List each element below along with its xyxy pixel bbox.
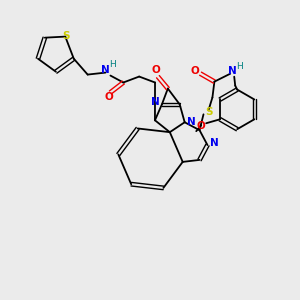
Text: N: N (187, 117, 196, 127)
Text: H: H (109, 60, 116, 69)
Text: N: N (210, 138, 219, 148)
Text: O: O (104, 92, 113, 102)
Text: O: O (190, 66, 199, 76)
Text: S: S (62, 31, 70, 40)
Text: S: S (206, 107, 213, 117)
Text: O: O (197, 121, 206, 131)
Text: O: O (152, 65, 160, 75)
Text: H: H (236, 62, 242, 71)
Text: N: N (101, 64, 110, 75)
Text: N: N (228, 66, 237, 76)
Text: N: N (151, 98, 159, 107)
